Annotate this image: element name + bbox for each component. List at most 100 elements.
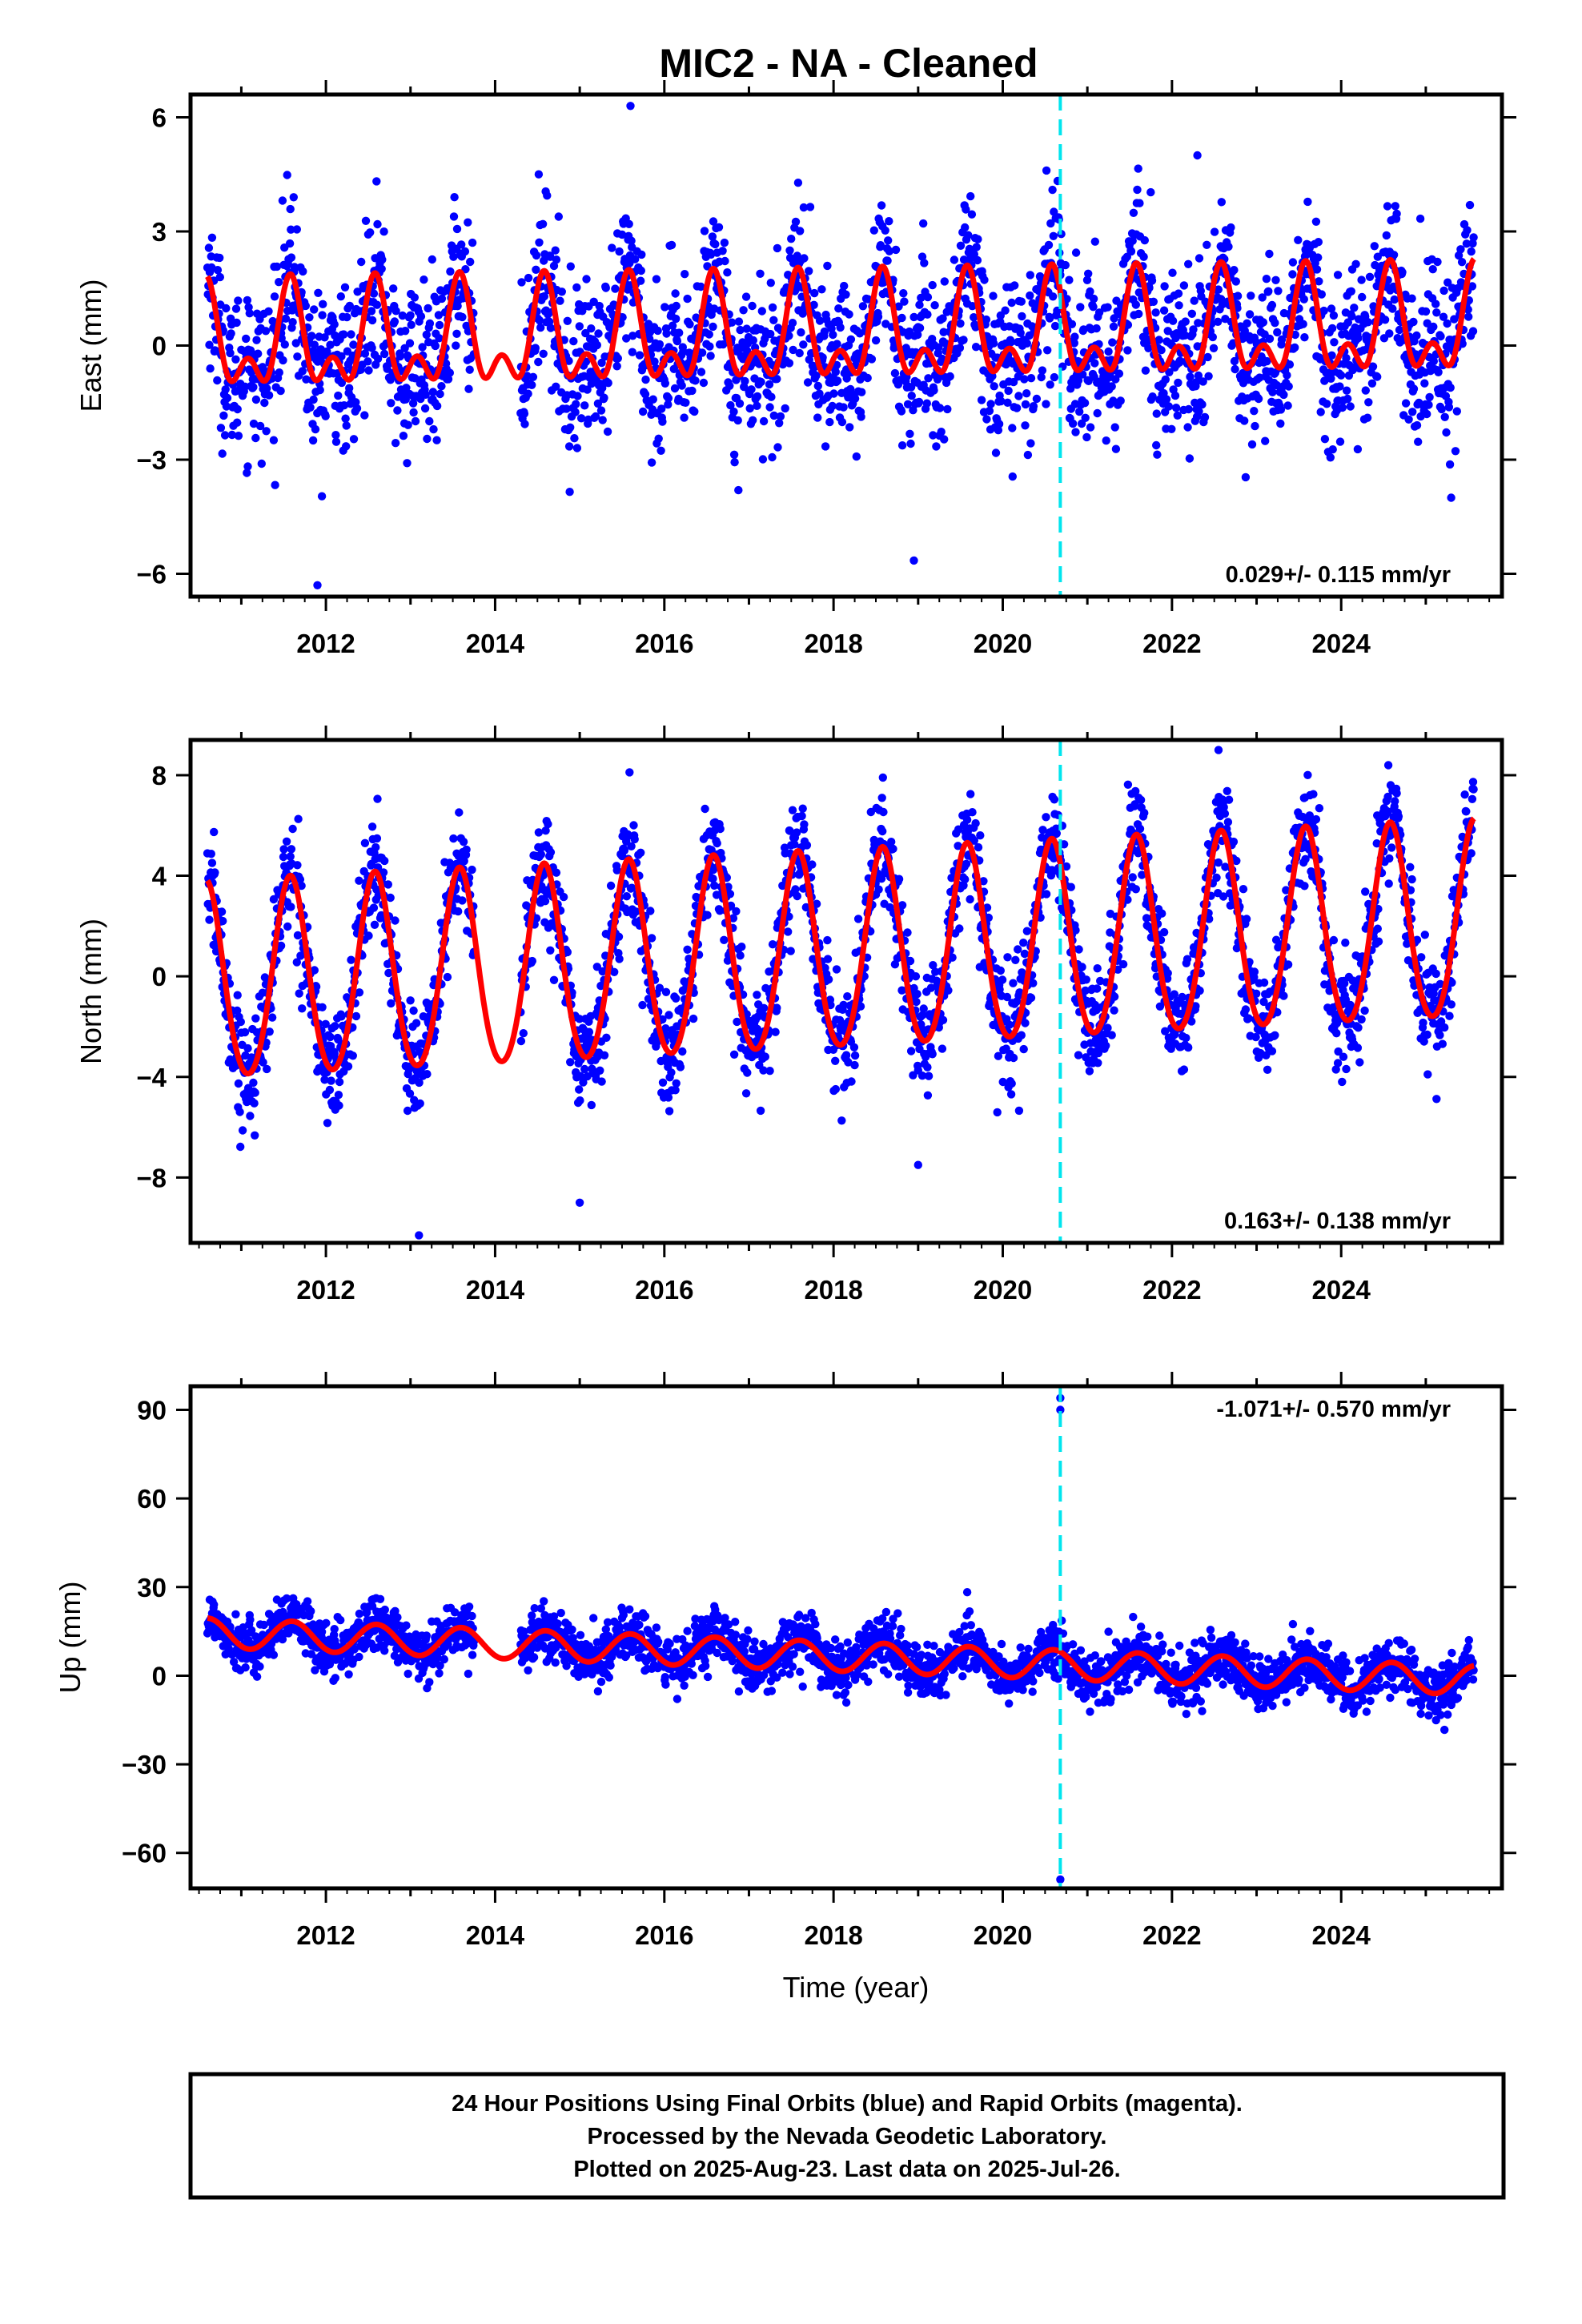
data-point bbox=[986, 400, 995, 408]
data-point bbox=[1071, 926, 1080, 935]
data-point bbox=[1109, 322, 1118, 331]
data-point bbox=[1444, 403, 1454, 412]
data-point bbox=[1414, 437, 1423, 446]
data-point bbox=[422, 330, 431, 340]
data-point bbox=[575, 1085, 584, 1094]
data-point bbox=[1241, 1005, 1251, 1014]
data-point bbox=[972, 243, 981, 251]
data-point bbox=[699, 378, 709, 388]
data-point bbox=[889, 844, 897, 854]
data-point bbox=[581, 328, 590, 338]
data-point bbox=[828, 401, 837, 411]
data-point bbox=[853, 915, 863, 923]
data-point bbox=[1330, 338, 1339, 347]
data-point bbox=[831, 1056, 840, 1066]
data-point bbox=[579, 1078, 588, 1087]
data-point bbox=[1082, 275, 1092, 284]
data-point bbox=[849, 1043, 859, 1052]
data-point bbox=[592, 340, 601, 350]
data-point bbox=[557, 287, 566, 296]
data-point bbox=[705, 330, 713, 339]
data-point bbox=[364, 366, 373, 375]
data-point bbox=[534, 828, 544, 837]
data-point bbox=[720, 935, 729, 945]
data-point bbox=[1038, 833, 1046, 842]
data-point bbox=[944, 986, 953, 995]
data-point bbox=[852, 452, 861, 461]
data-point bbox=[233, 404, 242, 414]
data-point bbox=[996, 966, 1006, 975]
data-point bbox=[765, 380, 774, 389]
data-point bbox=[827, 324, 836, 333]
data-point bbox=[729, 407, 738, 416]
data-point bbox=[961, 875, 970, 884]
data-point bbox=[1131, 786, 1140, 796]
data-point bbox=[1315, 277, 1323, 286]
data-point bbox=[1263, 356, 1271, 366]
data-point bbox=[771, 1027, 780, 1036]
data-point bbox=[1224, 242, 1233, 251]
data-point bbox=[1049, 231, 1058, 240]
data-point bbox=[923, 1063, 932, 1072]
data-point bbox=[909, 312, 918, 322]
data-point bbox=[812, 899, 821, 908]
data-point bbox=[425, 319, 435, 328]
data-point bbox=[355, 876, 363, 885]
data-point bbox=[1123, 895, 1132, 904]
data-point bbox=[1279, 991, 1288, 1000]
data-point bbox=[1052, 829, 1062, 838]
data-point bbox=[825, 417, 834, 427]
data-point bbox=[377, 264, 386, 273]
y-tick-label: 6 bbox=[152, 103, 167, 133]
data-point bbox=[1219, 802, 1228, 812]
data-point bbox=[905, 956, 915, 966]
data-point bbox=[1184, 259, 1193, 268]
data-point bbox=[743, 1068, 752, 1077]
data-point bbox=[1161, 1027, 1170, 1035]
data-point bbox=[551, 246, 560, 255]
data-point bbox=[645, 334, 654, 344]
data-point bbox=[1103, 1023, 1112, 1032]
data-point bbox=[810, 288, 819, 298]
data-point bbox=[1170, 990, 1179, 999]
data-point bbox=[347, 330, 355, 339]
data-point bbox=[452, 341, 460, 350]
data-point bbox=[572, 283, 581, 292]
data-point bbox=[310, 966, 319, 975]
data-point bbox=[797, 811, 806, 821]
data-point bbox=[805, 355, 813, 364]
data-point bbox=[918, 1011, 927, 1019]
data-point bbox=[455, 808, 464, 817]
data-point bbox=[1203, 240, 1211, 249]
data-point bbox=[1267, 1047, 1277, 1055]
data-point bbox=[791, 885, 800, 894]
data-point bbox=[552, 382, 560, 391]
data-point bbox=[1138, 870, 1146, 879]
data-point bbox=[729, 914, 738, 923]
data-point bbox=[1187, 1017, 1196, 1026]
data-point bbox=[955, 344, 965, 352]
data-point bbox=[707, 846, 716, 854]
data-point bbox=[1428, 265, 1437, 274]
data-point bbox=[725, 890, 735, 899]
data-point bbox=[966, 790, 975, 798]
data-point bbox=[373, 354, 383, 364]
data-point bbox=[1082, 975, 1091, 984]
data-point bbox=[879, 278, 888, 287]
data-point bbox=[576, 1096, 584, 1105]
data-point bbox=[1123, 320, 1133, 329]
data-point bbox=[850, 1051, 860, 1060]
data-point bbox=[536, 323, 545, 332]
data-point bbox=[650, 357, 659, 366]
north-data-layer bbox=[203, 746, 1478, 1240]
data-point bbox=[1446, 383, 1455, 392]
data-point bbox=[602, 1033, 611, 1043]
data-point bbox=[664, 1093, 673, 1102]
data-point bbox=[1007, 1079, 1016, 1088]
data-point bbox=[697, 368, 706, 376]
data-point bbox=[351, 1011, 361, 1021]
data-point bbox=[347, 955, 355, 964]
data-point bbox=[1021, 421, 1030, 430]
east-y-axis-label: East (mm) bbox=[74, 279, 107, 412]
data-point bbox=[813, 381, 822, 391]
